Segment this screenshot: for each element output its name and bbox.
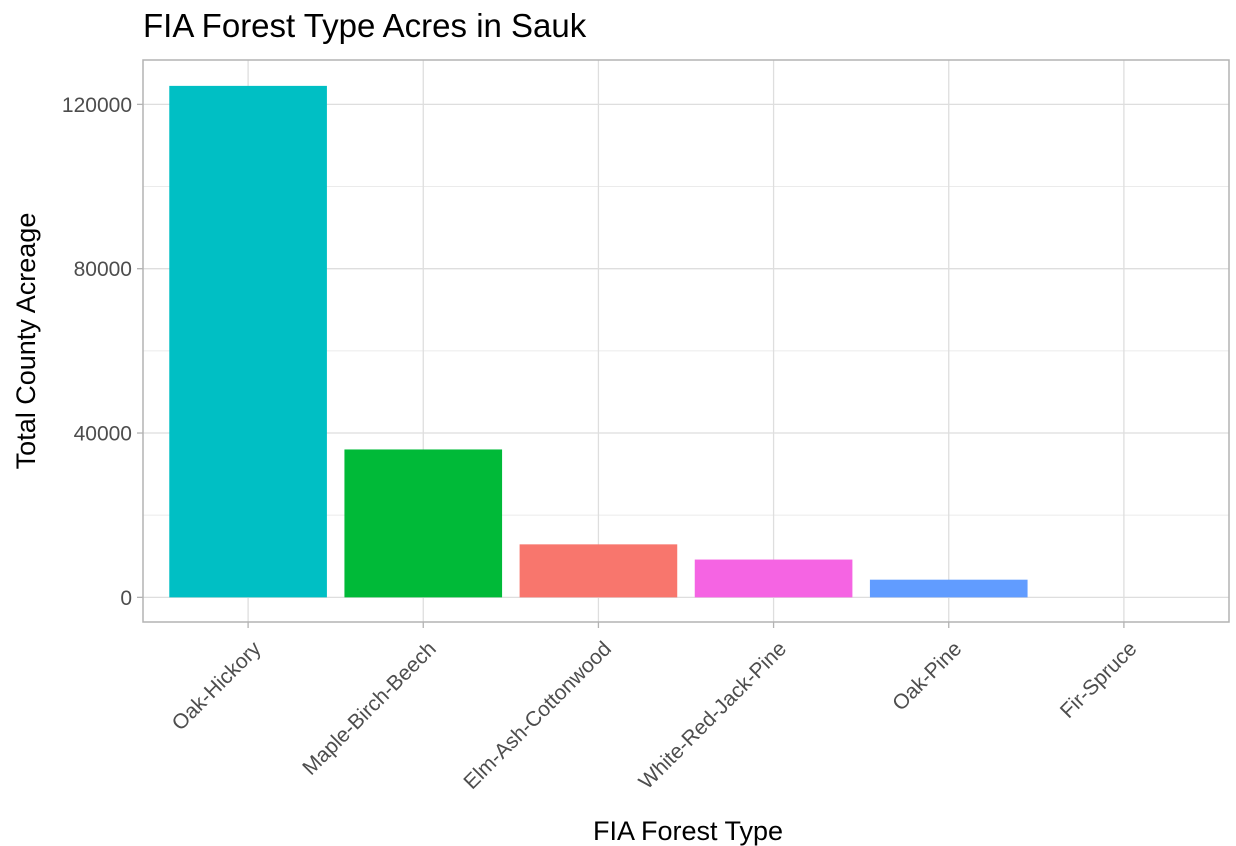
bars xyxy=(169,85,1028,598)
bar-white-red-jack-pine xyxy=(694,559,853,598)
y-axis-ticks: 0 40000 80000 120000 xyxy=(62,94,143,610)
y-axis-title: Total County Acreage xyxy=(11,213,41,470)
y-tick-label: 80000 xyxy=(74,258,132,281)
y-tick-label: 0 xyxy=(120,587,132,610)
bar-oak-hickory xyxy=(169,85,327,598)
bar-oak-pine xyxy=(869,579,1028,598)
bar-maple-birch-beech xyxy=(344,449,503,598)
y-tick-label: 40000 xyxy=(74,423,132,446)
bar-elm-ash-cottonwood xyxy=(519,544,678,598)
chart-title: FIA Forest Type Acres in Sauk xyxy=(143,7,587,44)
x-axis-title: FIA Forest Type xyxy=(593,816,783,846)
panel-border xyxy=(142,59,1230,623)
y-tick-label: 120000 xyxy=(62,94,132,117)
